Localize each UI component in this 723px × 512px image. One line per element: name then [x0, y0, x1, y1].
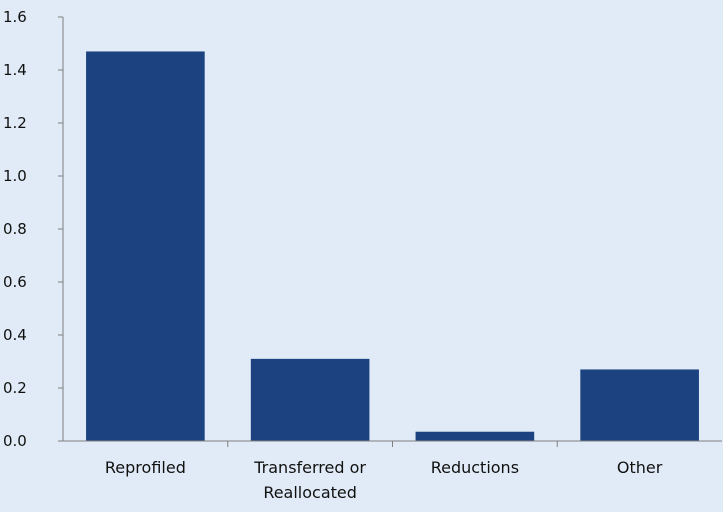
bar	[580, 369, 699, 441]
y-tick-label: 1.0	[3, 167, 27, 185]
x-tick-label-line: Other	[617, 458, 663, 477]
x-tick-label-line: Reallocated	[263, 483, 357, 502]
x-tick-label: Reductions	[431, 458, 519, 477]
x-tick-label: Other	[617, 458, 663, 477]
y-tick-label: 1.4	[3, 61, 27, 79]
x-axis-ticks	[227, 441, 558, 447]
x-tick-label-line: Reductions	[431, 458, 519, 477]
x-tick-label-line: Transferred or	[253, 458, 366, 477]
x-axis-labels: Reprofiled Transferred or Reallocated Reduc…	[105, 458, 663, 502]
x-tick-label: Reprofiled	[105, 458, 186, 477]
x-tick-label-line: Reprofiled	[105, 458, 186, 477]
bar	[415, 431, 535, 441]
bar	[86, 51, 205, 441]
y-tick-label: 1.6	[3, 8, 27, 26]
y-tick-label: 0.4	[3, 326, 27, 344]
bars	[86, 51, 699, 441]
y-tick-label: 0.6	[3, 273, 27, 291]
bar	[250, 358, 370, 441]
y-tick-label: 1.2	[3, 114, 27, 132]
y-tick-label: 0.0	[3, 432, 27, 450]
y-tick-label: 0.8	[3, 220, 27, 238]
y-axis-ticks: 0.0 0.2 0.4 0.6 0.8 1.0 1.2 1.4 1.6	[3, 8, 63, 450]
x-tick-label: Transferred or Reallocated	[253, 458, 366, 502]
y-tick-label: 0.2	[3, 379, 27, 397]
